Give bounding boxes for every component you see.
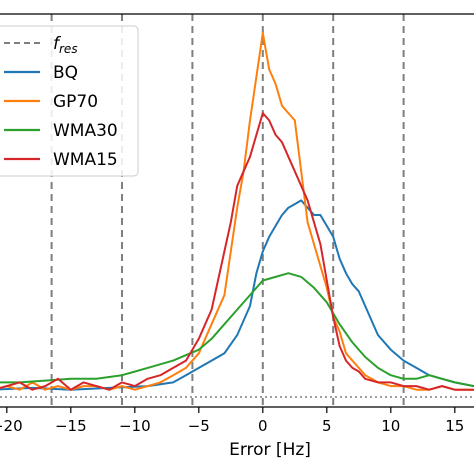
legend-label-fres-sub: res <box>59 42 78 56</box>
x-tick-label-5: 5 <box>322 417 332 435</box>
x-tick-label-6: 10 <box>381 417 400 435</box>
x-tick-label-4: 0 <box>258 417 268 435</box>
legend-label-bq: BQ <box>53 63 78 83</box>
x-axis-label: Error [Hz] <box>229 440 311 460</box>
legend-label-fres-base: f <box>53 34 62 54</box>
legend: fres BQ GP70 WMA30 WMA15 <box>0 25 139 177</box>
x-tick-label-0: −20 <box>0 417 23 435</box>
legend-label-wma30: WMA30 <box>53 121 118 141</box>
x-tick-label-7: 15 <box>445 417 464 435</box>
legend-frame <box>0 25 139 177</box>
axes <box>0 13 474 408</box>
x-tick-group: −20 −15 −10 −5 0 5 10 15 <box>0 407 464 435</box>
series-group <box>0 32 474 391</box>
x-tick-label-2: −10 <box>119 417 151 435</box>
legend-label-gp70: GP70 <box>53 92 98 112</box>
x-tick-label-1: −15 <box>55 417 87 435</box>
legend-label-fres: fres <box>53 34 78 56</box>
x-tick-label-3: −5 <box>188 417 210 435</box>
series-line-wma15 <box>0 112 474 391</box>
series-line-bq <box>0 199 474 391</box>
series-line-wma30 <box>0 272 474 388</box>
legend-label-wma15: WMA15 <box>53 150 118 170</box>
